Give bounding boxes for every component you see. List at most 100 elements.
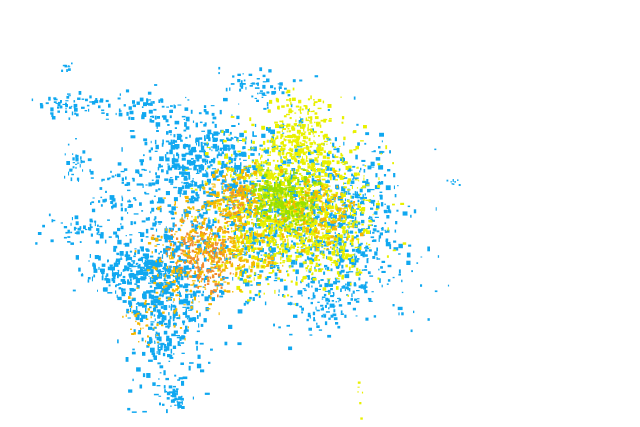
density-cell-low-mid <box>222 195 227 197</box>
density-cell-low-mid <box>339 177 344 180</box>
density-cell-low <box>181 380 185 386</box>
density-cell-low <box>362 180 367 183</box>
density-cell-low <box>232 277 234 281</box>
density-cell-mid <box>290 191 293 195</box>
density-cell-high <box>293 204 297 209</box>
density-cell-low-mid <box>298 193 302 196</box>
density-cell-low-mid <box>308 248 310 252</box>
density-cell-low-mid <box>298 124 302 126</box>
density-cell-low-mid <box>264 160 268 163</box>
density-cell-low <box>241 83 244 87</box>
density-cell-low <box>140 248 144 252</box>
density-cell-low <box>361 159 366 162</box>
density-cell-high <box>224 290 227 293</box>
density-cell-low-mid <box>321 253 324 255</box>
density-cell-high <box>322 194 325 197</box>
density-cell-low-mid <box>269 99 273 104</box>
density-cell-low <box>187 183 192 188</box>
density-cell-high <box>234 235 236 238</box>
density-cell-low <box>406 260 411 265</box>
density-cell-low <box>159 264 163 267</box>
density-cell-low <box>348 231 350 234</box>
density-cell-low-mid <box>200 242 202 245</box>
density-cell-low-mid <box>363 175 365 177</box>
density-cell-low-mid <box>341 154 344 157</box>
density-cell-low <box>312 311 316 316</box>
density-cell-low <box>298 251 303 256</box>
density-cell-low <box>184 184 190 189</box>
density-cell-low <box>105 275 107 278</box>
density-cell-low <box>311 285 313 288</box>
density-cell-mid <box>244 194 247 197</box>
density-cell-low-mid <box>278 235 282 238</box>
density-cell-low-mid <box>305 117 308 121</box>
density-cell-low <box>148 282 152 284</box>
density-cell-low <box>201 293 204 297</box>
density-cell-high <box>204 202 206 204</box>
density-cell-low-mid <box>342 221 344 223</box>
density-cell-low-mid <box>258 292 260 296</box>
density-cell-low <box>377 181 382 185</box>
density-cell-low-mid <box>285 191 288 193</box>
density-cell-low <box>35 242 38 245</box>
density-cell-low <box>349 184 353 186</box>
density-cell-low <box>149 170 151 173</box>
density-cell-low <box>118 260 120 265</box>
density-cell-low <box>379 232 383 236</box>
density-cell-low <box>175 147 179 150</box>
density-cell-low-mid <box>291 125 293 129</box>
density-cell-low-mid <box>302 140 306 142</box>
density-cell-high <box>246 209 249 212</box>
density-cell-low <box>109 177 111 180</box>
density-cell-high <box>259 274 262 278</box>
density-cell-low <box>249 231 253 233</box>
density-cell-high <box>209 202 213 206</box>
density-cell-low <box>195 137 200 143</box>
density-cell-low <box>311 184 314 186</box>
density-cell-low <box>327 173 330 178</box>
density-cell-low <box>80 160 83 164</box>
density-cell-low-mid <box>289 136 294 139</box>
density-cell-high <box>200 233 202 236</box>
density-cell-low <box>290 259 296 265</box>
density-cell-low-mid <box>270 229 272 232</box>
density-cell-low-mid <box>260 220 263 224</box>
density-cell-high <box>252 193 257 196</box>
density-cell-low <box>113 248 117 252</box>
density-cell-low <box>169 240 174 243</box>
density-cell-low <box>178 164 181 170</box>
density-cell-high <box>292 201 296 205</box>
density-cell-low <box>90 170 94 175</box>
density-cell-low <box>173 241 177 246</box>
density-cell-low-mid <box>308 108 310 112</box>
density-cell-low-mid <box>319 124 322 128</box>
density-cell-low-mid <box>342 163 345 165</box>
density-cell-high <box>336 207 339 211</box>
density-cell-low <box>98 200 101 203</box>
density-cell-high <box>238 258 241 261</box>
density-cell-low <box>398 253 401 255</box>
density-cell-high <box>254 205 258 208</box>
density-cell-high <box>257 284 261 286</box>
density-cell-low <box>364 142 367 145</box>
density-cell-low <box>154 326 157 329</box>
density-cell-low <box>215 149 219 152</box>
density-cell-high <box>216 178 221 181</box>
density-cell-low <box>142 410 147 413</box>
density-cell-mid <box>259 202 262 204</box>
density-cell-low <box>338 237 341 238</box>
density-cell-low <box>374 251 378 256</box>
density-cell-low <box>91 208 96 213</box>
density-cell-high <box>282 203 285 207</box>
density-cell-low-mid <box>278 250 282 253</box>
density-cell-low <box>246 168 250 173</box>
density-cell-low <box>261 96 264 98</box>
density-cell-low-mid <box>269 151 271 154</box>
density-cell-low-mid <box>297 167 299 171</box>
density-cell-low <box>116 252 119 255</box>
density-cell-low <box>262 220 265 222</box>
density-cell-low-mid <box>274 144 278 146</box>
density-cell-low-mid <box>315 262 318 265</box>
density-cell-low <box>94 99 99 104</box>
density-cell-low <box>192 120 195 123</box>
